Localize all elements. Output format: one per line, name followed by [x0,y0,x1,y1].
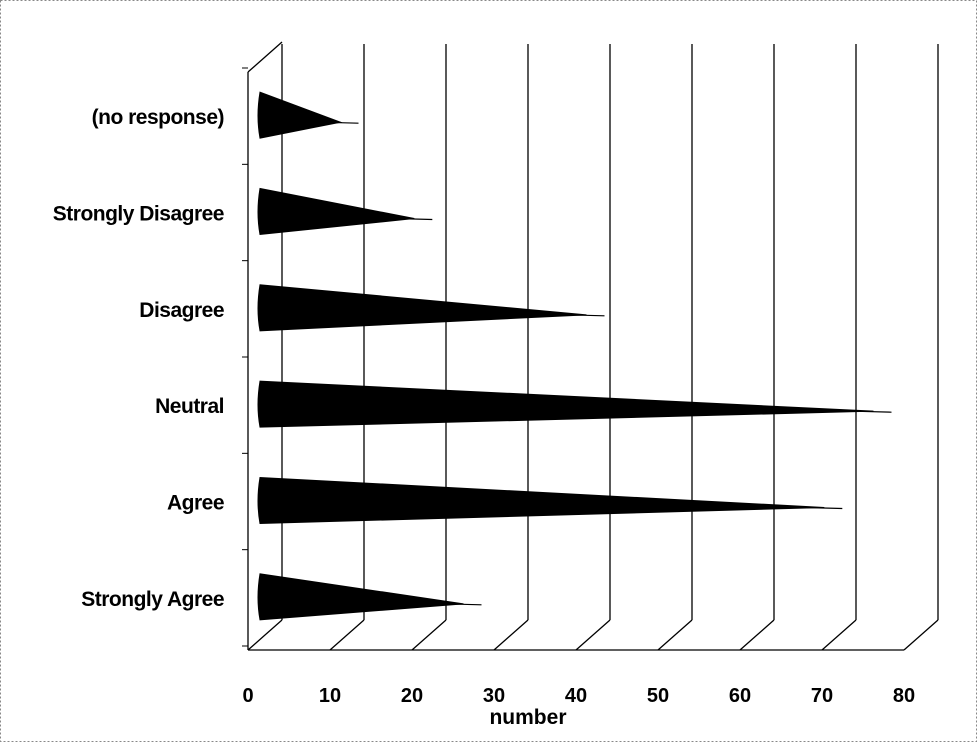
x-axis-title: number [489,706,566,729]
cone-bar [257,476,825,525]
cone-tip [566,314,605,317]
cone-bar [257,380,874,428]
cone-tip [853,410,892,413]
cone-bar [257,284,587,332]
y-category-label: Neutral [155,395,224,418]
x-tick-label: 50 [647,685,669,707]
x-tick-label: 60 [729,685,751,707]
floor-gridline [657,619,693,651]
floor-gridline [739,619,775,651]
floor-gridline [821,619,857,651]
x-tick-label: 30 [483,685,505,707]
grid-layer [247,44,939,651]
floor-gridline [411,619,447,651]
axis-layer [242,41,904,651]
cone-tip [394,217,433,221]
side-wall-top-edge [247,41,283,73]
cone-tip [443,603,482,606]
x-tick-label: 80 [893,685,915,707]
y-category-label: Agree [167,492,224,515]
floor-gridline [903,619,939,651]
cone-bar [257,91,343,139]
cone-bar [257,187,415,236]
floor-gridline [247,619,283,651]
x-tick-label: 70 [811,685,833,707]
x-tick-label: 0 [242,685,253,707]
x-tick-label: 20 [401,685,423,707]
floor-gridline [329,619,365,651]
x-tick-label: 10 [319,685,341,707]
cone-bar [257,573,464,621]
y-category-label: Disagree [139,299,224,322]
y-category-label: (no response) [92,106,224,129]
cone-tip [320,121,359,124]
label-layer: 0 10 20 30 40 50 60 70 80 Strongly Agree Agree Neut… [53,106,915,707]
x-tick-label: 40 [565,685,587,707]
floor-gridline [575,619,611,651]
cone-tip [804,506,843,510]
floor-gridline [493,619,529,651]
y-category-label: Strongly Disagree [53,203,224,226]
y-category-label: Strongly Agree [81,588,224,611]
bar-layer [257,91,892,621]
